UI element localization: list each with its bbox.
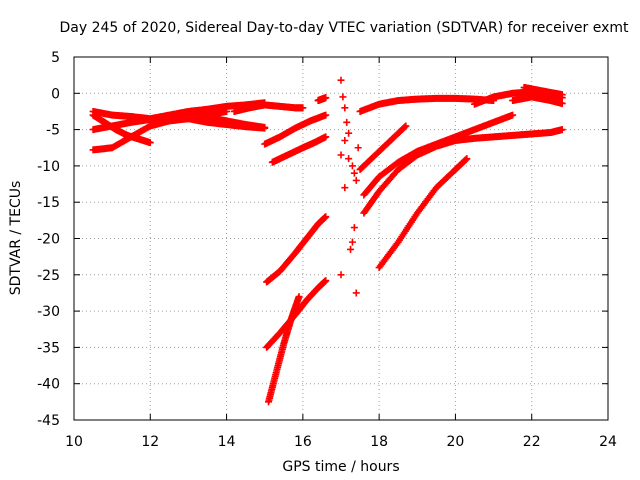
data-point <box>339 93 346 100</box>
x-axis-label: GPS time / hours <box>282 459 399 475</box>
x-tick-label: 20 <box>447 434 465 450</box>
chart: Day 245 of 2020, Sidereal Day-to-day VTE… <box>0 0 640 480</box>
x-tick-label: 18 <box>370 434 388 450</box>
x-tick-label: 14 <box>218 434 236 450</box>
y-tick-label: -10 <box>37 159 60 175</box>
x-tick-label: 12 <box>141 434 159 450</box>
chart-title: Day 245 of 2020, Sidereal Day-to-day VTE… <box>60 20 630 36</box>
y-tick-label: 5 <box>51 50 60 66</box>
data-point <box>345 155 352 162</box>
grid <box>74 57 608 420</box>
x-tick-labels: 10 12 14 16 18 20 22 24 <box>65 434 617 450</box>
data-point <box>353 289 360 296</box>
data-point <box>338 152 345 159</box>
y-tick-labels: 5 0 -5 -10 -15 -20 -25 -30 -35 -40 -45 <box>37 50 60 429</box>
data-point <box>338 77 345 84</box>
data-point <box>338 271 345 278</box>
data-point <box>341 137 348 144</box>
y-axis-label: SDTVAR / TECUs <box>8 181 24 296</box>
data-point <box>341 104 348 111</box>
y-tick-label: -20 <box>37 232 60 248</box>
y-tick-label: -5 <box>46 123 60 139</box>
data-point <box>347 246 354 253</box>
x-tick-label: 16 <box>294 434 312 450</box>
y-tick-label: -40 <box>37 377 60 393</box>
data-point <box>351 224 358 231</box>
data-point <box>355 144 362 151</box>
data-point <box>351 170 358 177</box>
data-point <box>341 184 348 191</box>
data-points <box>90 77 566 406</box>
y-tick-label: -35 <box>37 340 60 356</box>
y-tick-label: -45 <box>37 413 60 429</box>
data-point <box>349 162 356 169</box>
y-tick-label: 0 <box>51 86 60 102</box>
data-point <box>345 130 352 137</box>
data-point <box>349 239 356 246</box>
y-tick-label: -15 <box>37 195 60 211</box>
data-point <box>343 119 350 126</box>
data-point <box>353 177 360 184</box>
y-tick-label: -25 <box>37 268 60 284</box>
x-tick-label: 22 <box>523 434 541 450</box>
y-tick-label: -30 <box>37 304 60 320</box>
x-tick-label: 24 <box>599 434 617 450</box>
x-tick-label: 10 <box>65 434 83 450</box>
